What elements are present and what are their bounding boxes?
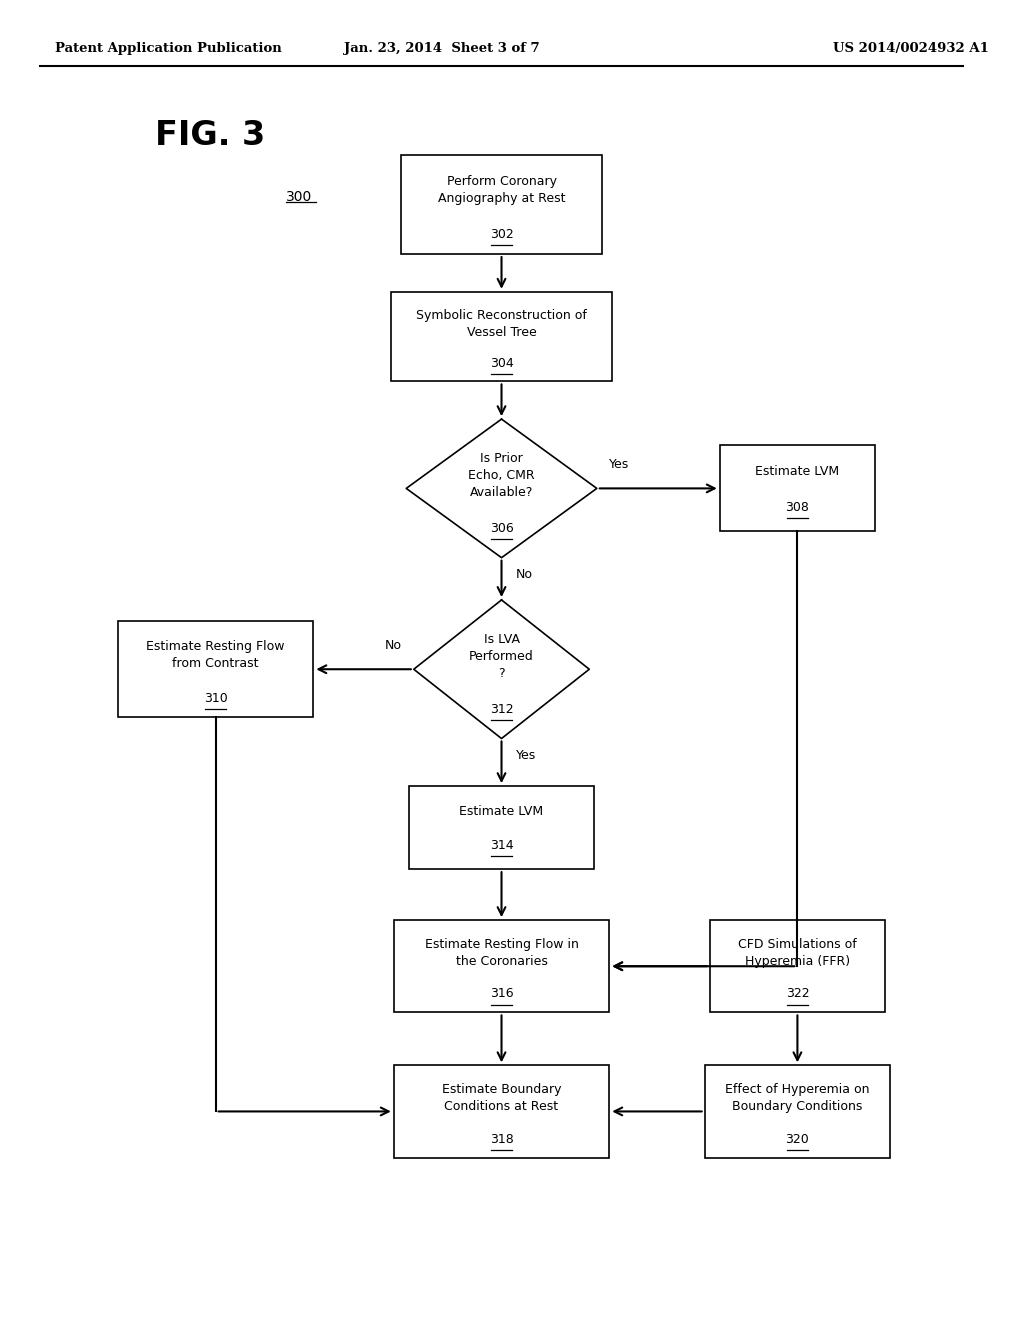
Text: 320: 320	[785, 1133, 809, 1146]
Polygon shape	[407, 420, 597, 557]
Text: Estimate Resting Flow in
the Coronaries: Estimate Resting Flow in the Coronaries	[425, 939, 579, 968]
Text: 300: 300	[286, 190, 312, 205]
Text: 316: 316	[489, 987, 513, 1001]
Text: Is LVA
Performed
?: Is LVA Performed ?	[469, 632, 534, 680]
Text: 314: 314	[489, 840, 513, 853]
Text: CFD Simulations of
Hyperemia (FFR): CFD Simulations of Hyperemia (FFR)	[738, 939, 857, 968]
Text: 318: 318	[489, 1133, 513, 1146]
FancyBboxPatch shape	[710, 920, 885, 1012]
FancyBboxPatch shape	[401, 156, 602, 253]
Text: 306: 306	[489, 523, 513, 535]
FancyBboxPatch shape	[393, 920, 609, 1012]
Polygon shape	[414, 599, 589, 739]
Text: Estimate Resting Flow
from Contrast: Estimate Resting Flow from Contrast	[146, 640, 285, 671]
Text: 312: 312	[489, 704, 513, 715]
Text: No: No	[515, 568, 532, 581]
FancyBboxPatch shape	[409, 785, 594, 869]
Text: Jan. 23, 2014  Sheet 3 of 7: Jan. 23, 2014 Sheet 3 of 7	[343, 42, 540, 55]
Text: 308: 308	[785, 500, 809, 513]
Text: 304: 304	[489, 356, 513, 370]
FancyBboxPatch shape	[705, 1065, 890, 1158]
Text: Patent Application Publication: Patent Application Publication	[55, 42, 282, 55]
Text: Yes: Yes	[515, 750, 536, 762]
Text: No: No	[385, 639, 401, 652]
FancyBboxPatch shape	[118, 622, 313, 718]
FancyBboxPatch shape	[391, 292, 612, 381]
Text: 310: 310	[204, 692, 227, 705]
Text: Estimate LVM: Estimate LVM	[460, 804, 544, 817]
FancyBboxPatch shape	[393, 1065, 609, 1158]
Text: Yes: Yes	[609, 458, 629, 471]
Text: Estimate Boundary
Conditions at Rest: Estimate Boundary Conditions at Rest	[441, 1084, 561, 1113]
Text: US 2014/0024932 A1: US 2014/0024932 A1	[833, 42, 988, 55]
FancyBboxPatch shape	[720, 445, 876, 531]
Text: Effect of Hyperemia on
Boundary Conditions: Effect of Hyperemia on Boundary Conditio…	[725, 1084, 869, 1113]
Text: 322: 322	[785, 987, 809, 1001]
Text: 302: 302	[489, 228, 513, 240]
Text: Symbolic Reconstruction of
Vessel Tree: Symbolic Reconstruction of Vessel Tree	[416, 309, 587, 339]
Text: FIG. 3: FIG. 3	[156, 119, 265, 152]
Text: Perform Coronary
Angiography at Rest: Perform Coronary Angiography at Rest	[438, 176, 565, 206]
Text: Estimate LVM: Estimate LVM	[756, 465, 840, 478]
Text: Is Prior
Echo, CMR
Available?: Is Prior Echo, CMR Available?	[468, 451, 535, 499]
